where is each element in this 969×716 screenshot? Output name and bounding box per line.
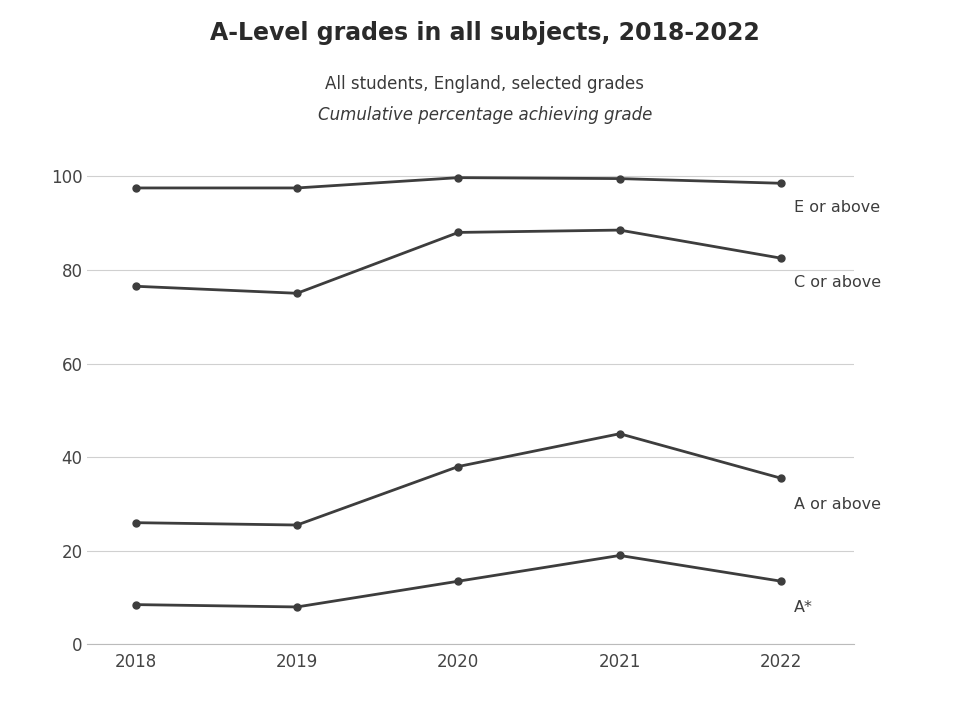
Text: Cumulative percentage achieving grade: Cumulative percentage achieving grade <box>318 106 651 124</box>
Text: A-Level grades in all subjects, 2018-2022: A-Level grades in all subjects, 2018-202… <box>210 21 759 46</box>
Text: A or above: A or above <box>793 497 880 512</box>
Text: C or above: C or above <box>793 274 880 289</box>
Text: E or above: E or above <box>793 200 879 215</box>
Text: A*: A* <box>793 600 812 615</box>
Text: All students, England, selected grades: All students, England, selected grades <box>326 75 643 93</box>
